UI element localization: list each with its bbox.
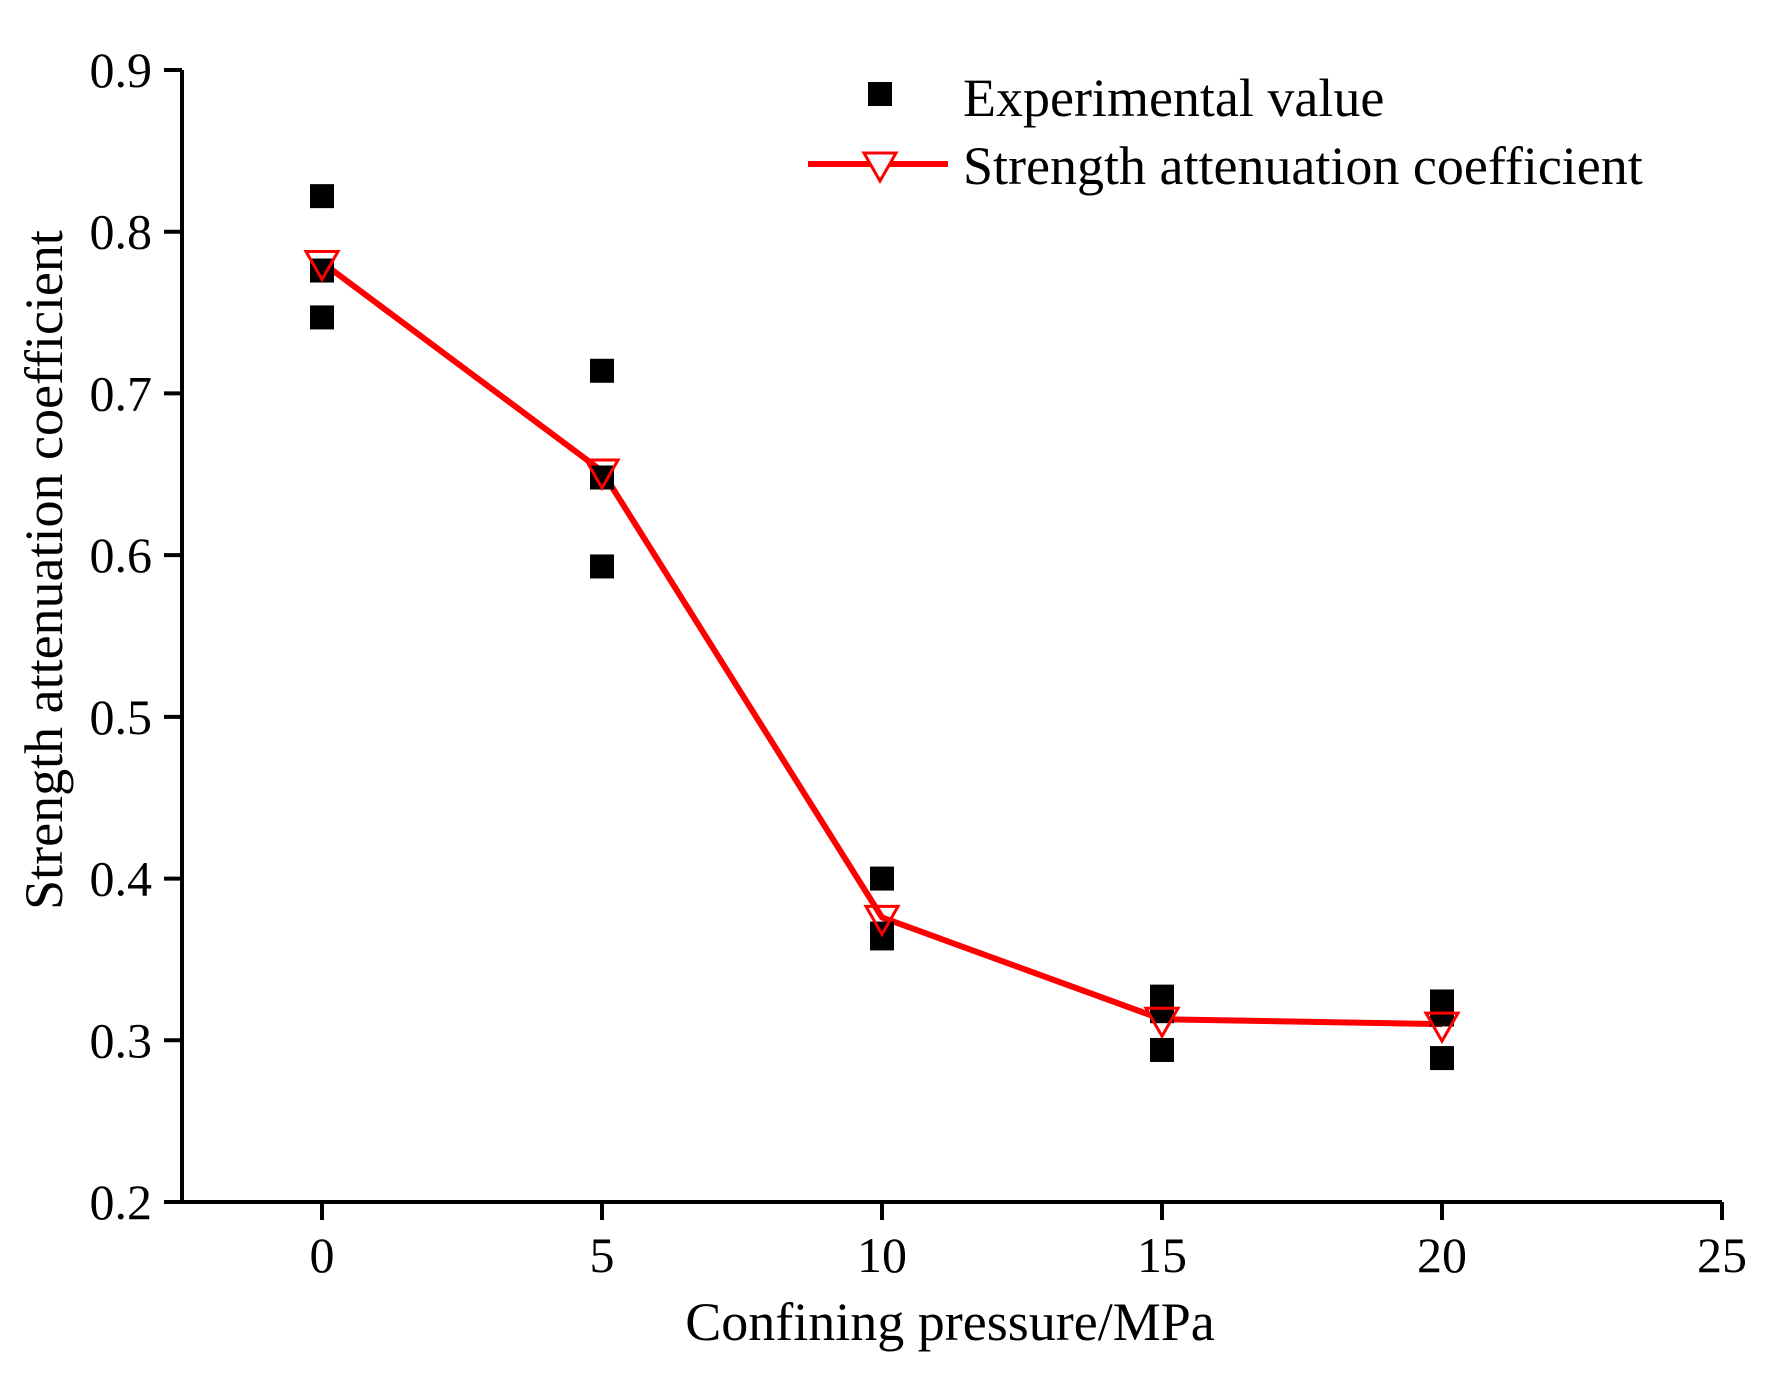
legend-label-attenuation: Strength attenuation coefficient	[963, 136, 1643, 196]
x-tick-label: 0	[310, 1227, 335, 1283]
experimental-point	[590, 358, 614, 383]
y-tick-label: 0.9	[90, 42, 153, 98]
experimental-point	[1150, 1037, 1174, 1062]
y-tick-label: 0.4	[90, 851, 153, 907]
axes	[164, 68, 1724, 1220]
y-tick-label: 0.3	[90, 1012, 153, 1068]
legend-marker-attenuation	[861, 151, 899, 185]
experimental-point	[870, 926, 894, 951]
experimental-point	[310, 184, 334, 209]
experimental-point	[310, 305, 334, 330]
legend-label-experimental: Experimental value	[963, 68, 1384, 128]
legend-marker-experimental	[868, 82, 892, 106]
attenuation-point	[1423, 1011, 1461, 1045]
x-tick-label: 15	[1137, 1227, 1187, 1283]
y-tick-label: 0.8	[90, 204, 153, 260]
series	[303, 184, 1461, 1071]
x-tick-label: 5	[590, 1227, 615, 1283]
legend: Experimental value Strength attenuation …	[808, 68, 1643, 196]
attenuation-series-line	[320, 259, 1443, 1028]
attenuation-point	[303, 249, 341, 283]
y-tick-label: 0.2	[90, 1174, 153, 1230]
experimental-point	[1430, 1046, 1454, 1071]
x-tick-label: 25	[1697, 1227, 1747, 1283]
x-axis-title: Confining pressure/MPa	[685, 1292, 1214, 1352]
y-tick-label: 0.6	[90, 527, 153, 583]
y-axis-title: Strength attenuation coefficient	[14, 230, 74, 910]
experimental-point	[870, 866, 894, 891]
attenuation-point	[1143, 1006, 1181, 1040]
y-tick-label: 0.5	[90, 689, 153, 745]
experimental-point	[590, 554, 614, 579]
x-tick-label: 10	[857, 1227, 907, 1283]
attenuation-point	[583, 458, 621, 492]
tick-labels: 0.2 0.3 0.4 0.5 0.6 0.7 0.8 0.9 0 5 10 15 20 25	[90, 42, 1748, 1283]
y-tick-label: 0.7	[90, 365, 153, 421]
experimental-point	[1150, 999, 1174, 1024]
attenuation-point	[863, 904, 901, 938]
x-tick-label: 20	[1417, 1227, 1467, 1283]
